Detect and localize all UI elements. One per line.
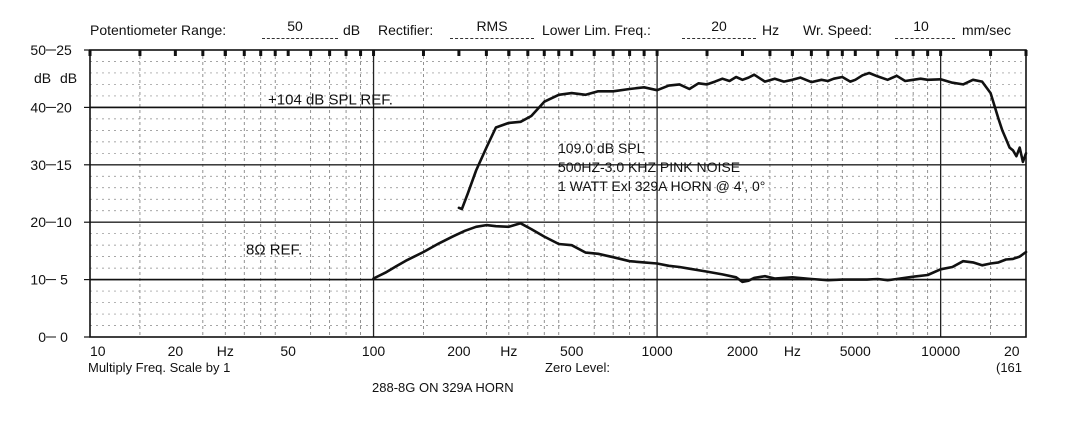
top-tick — [642, 50, 646, 56]
y-tick-label: 20 — [30, 214, 46, 230]
top-tick — [223, 50, 227, 56]
y-tick-label-secondary: 25 — [56, 42, 72, 58]
speed-value: 10 — [913, 18, 929, 34]
top-tick — [286, 50, 290, 56]
rectifier-label: Rectifier: — [378, 22, 434, 38]
top-tick — [138, 50, 142, 56]
zero-level-label: Zero Level: — [545, 360, 611, 375]
x-tick-label: 20 — [1004, 343, 1020, 359]
y-tick-label-secondary: 15 — [56, 157, 72, 173]
top-tick — [557, 50, 561, 56]
lower-lim-label: Lower Lim. Freq.: — [542, 22, 651, 38]
speed-label: Wr. Speed: — [803, 22, 873, 38]
speed-underline — [895, 38, 955, 40]
lower-lim-unit: Hz — [762, 22, 780, 38]
x-tick-label: 10000 — [921, 343, 960, 359]
lower-lim-underline — [682, 38, 756, 40]
top-tick — [484, 50, 488, 56]
top-tick — [611, 50, 615, 56]
x-tick-label: 200 — [447, 343, 471, 359]
reference-line-label: 8Ω REF. — [246, 242, 302, 259]
y-tick-label: 30 — [30, 157, 46, 173]
top-tick — [768, 50, 772, 56]
top-tick — [592, 50, 596, 56]
y-tick-label-secondary: 0 — [60, 329, 68, 345]
top-tick — [242, 50, 246, 56]
top-tick — [372, 50, 376, 56]
top-tick — [840, 50, 844, 56]
top-tick — [421, 50, 425, 56]
x-tick-label: 2000 — [727, 343, 758, 359]
speed-unit: mm/sec — [962, 22, 1011, 38]
y-tick-label: 40 — [30, 99, 46, 115]
top-tick — [309, 50, 313, 56]
top-tick — [989, 50, 993, 56]
top-tick — [911, 50, 915, 56]
top-tick — [328, 50, 332, 56]
top-tick — [259, 50, 263, 56]
pot-range-value: 50 — [287, 18, 303, 34]
y-tick-label-secondary: 10 — [56, 214, 72, 230]
y-unit-label: dB — [34, 70, 51, 86]
y-tick-label: 0 — [38, 329, 46, 345]
top-tick — [359, 50, 363, 56]
top-tick — [570, 50, 574, 56]
x-tick-label: 5000 — [840, 343, 871, 359]
x-tick-label: Hz — [217, 343, 234, 359]
multiply-note: Multiply Freq. Scale by 1 — [88, 360, 231, 375]
pot-range-unit: dB — [343, 22, 361, 38]
top-tick — [201, 50, 205, 56]
top-tick — [790, 50, 794, 56]
top-tick — [876, 50, 880, 56]
top-tick — [526, 50, 530, 56]
chart-caption: 288-8G ON 329A HORN — [372, 380, 514, 395]
lower-lim-value: 20 — [711, 18, 727, 34]
top-tick — [628, 50, 632, 56]
top-tick — [895, 50, 899, 56]
top-tick — [173, 50, 177, 56]
x-tick-label: 50 — [280, 343, 296, 359]
annotation-text: 500HZ-3.0 KHZ PINK NOISE — [558, 159, 740, 175]
top-tick — [273, 50, 277, 56]
top-tick — [542, 50, 546, 56]
y-tick-label-secondary: 20 — [56, 99, 72, 115]
top-tick — [926, 50, 930, 56]
spl-response-line — [457, 71, 1028, 211]
annotation-text: 1 WATT Exl 329A HORN @ 4', 0° — [558, 178, 765, 194]
reference-line-label: +104 dB SPL REF. — [268, 91, 393, 108]
top-tick — [826, 50, 830, 56]
top-tick — [740, 50, 744, 56]
pot-range-label: Potentiometer Range: — [90, 22, 227, 38]
x-tick-label: Hz — [784, 343, 801, 359]
y-tick-label: 10 — [30, 272, 46, 288]
top-tick — [655, 50, 659, 56]
top-tick — [853, 50, 857, 56]
top-tick — [939, 50, 943, 56]
y-tick-label-secondary: 5 — [60, 272, 68, 288]
top-tick — [809, 50, 813, 56]
x-tick-label: 100 — [362, 343, 386, 359]
x-tick-label: Hz — [500, 343, 517, 359]
top-tick — [457, 50, 461, 56]
annotation-text: 109.0 dB SPL — [558, 140, 645, 156]
x-tick-label: 10 — [90, 343, 106, 359]
y-unit-label-secondary: dB — [60, 70, 77, 86]
x-tick-label: 1000 — [642, 343, 673, 359]
x-tick-label: 500 — [560, 343, 584, 359]
rectifier-underline — [450, 38, 534, 40]
top-tick — [88, 50, 92, 56]
impedance-line — [372, 222, 1028, 284]
rectifier-value: RMS — [476, 18, 508, 34]
x-tick-label: 20 — [168, 343, 184, 359]
top-tick — [344, 50, 348, 56]
pot-range-underline — [262, 38, 338, 40]
top-tick — [1024, 50, 1028, 56]
top-tick — [507, 50, 511, 56]
y-tick-label: 50 — [30, 42, 46, 58]
right-fragment: (161 — [996, 360, 1023, 375]
top-tick — [705, 50, 709, 56]
